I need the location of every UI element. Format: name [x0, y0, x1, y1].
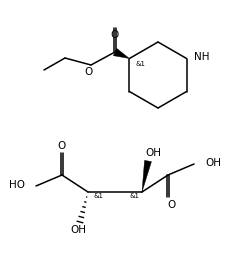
- Text: HO: HO: [9, 180, 25, 190]
- Text: OH: OH: [204, 158, 220, 168]
- Text: O: O: [58, 141, 66, 151]
- Text: NH: NH: [193, 52, 208, 63]
- Text: &1: &1: [135, 61, 145, 67]
- Text: &1: &1: [94, 193, 104, 199]
- Text: O: O: [167, 200, 175, 210]
- Text: OH: OH: [144, 148, 160, 158]
- Polygon shape: [113, 48, 129, 58]
- Text: O: O: [110, 30, 119, 40]
- Polygon shape: [141, 160, 151, 192]
- Text: &1: &1: [129, 193, 139, 199]
- Text: O: O: [85, 67, 93, 77]
- Text: OH: OH: [70, 225, 86, 235]
